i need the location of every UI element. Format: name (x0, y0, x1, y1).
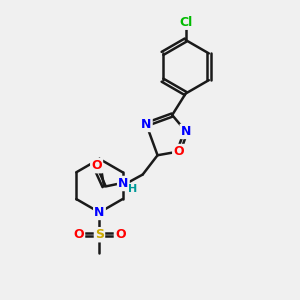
Text: N: N (181, 125, 191, 138)
Text: O: O (173, 145, 184, 158)
Text: N: N (94, 206, 105, 219)
Text: N: N (118, 177, 128, 190)
Text: Cl: Cl (179, 16, 192, 29)
Text: H: H (128, 184, 137, 194)
Text: S: S (95, 228, 104, 241)
Text: O: O (74, 228, 84, 241)
Text: O: O (115, 228, 126, 241)
Text: O: O (91, 159, 102, 172)
Text: N: N (141, 118, 152, 131)
